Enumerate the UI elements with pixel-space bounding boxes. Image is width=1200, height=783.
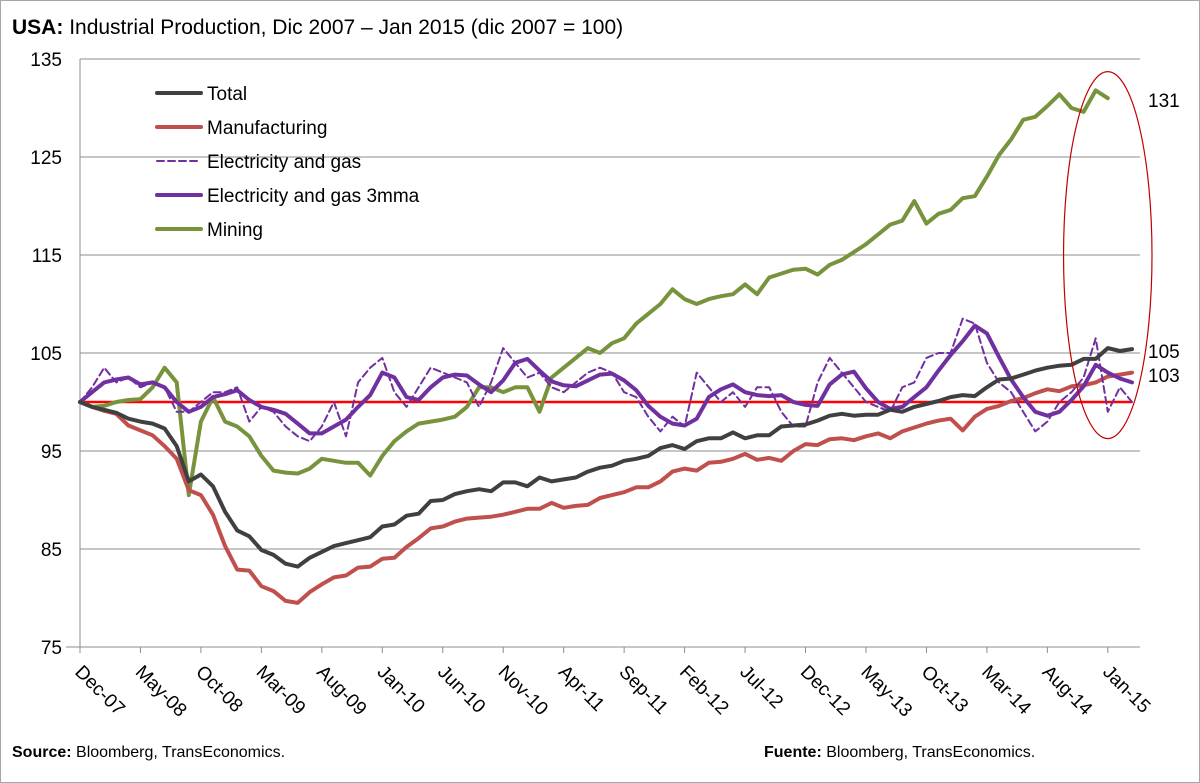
source-note: Source: Bloomberg, TransEconomics. bbox=[12, 744, 285, 762]
highlight-ellipse bbox=[1062, 71, 1153, 440]
x-tick-label-Jun-10: Jun-10 bbox=[433, 662, 489, 718]
series-line-electricity-and-gas-3mma bbox=[78, 323, 1134, 436]
x-tick-label-May-13: May-13 bbox=[856, 662, 916, 722]
legend-label-total: Total bbox=[207, 84, 247, 105]
chart-title-text: Industrial Production, Dic 2007 – Jan 20… bbox=[69, 16, 624, 39]
end-label-mining: 131 bbox=[1148, 91, 1180, 112]
x-tick-label-Jan-10: Jan-10 bbox=[373, 662, 429, 718]
chart-title-country: USA: bbox=[12, 16, 64, 39]
y-tick-label-125: 125 bbox=[30, 148, 62, 169]
x-tick-label-Jan-15: Jan-15 bbox=[1098, 662, 1154, 718]
x-tick-label-Sep-11: Sep-11 bbox=[615, 662, 672, 719]
source-text: Bloomberg, TransEconomics. bbox=[76, 744, 286, 761]
x-tick-label-Jul-12: Jul-12 bbox=[736, 662, 787, 713]
fuente-text: Bloomberg, TransEconomics. bbox=[826, 744, 1036, 761]
series-line-electricity-and-gas bbox=[79, 317, 1133, 443]
legend-label-electricity-and-gas: Electricity and gas bbox=[207, 152, 361, 173]
x-tick-label-May-08: May-08 bbox=[131, 662, 191, 722]
chart-title: USA: Industrial Production, Dic 2007 – J… bbox=[12, 16, 623, 40]
series-line-mining bbox=[78, 88, 1110, 498]
end-label-manufacturing: 103 bbox=[1148, 366, 1180, 387]
y-tick-label-105: 105 bbox=[30, 344, 62, 365]
x-tick-label-Oct-13: Oct-13 bbox=[917, 662, 972, 717]
legend-label-manufacturing: Manufacturing bbox=[207, 118, 327, 139]
legend-label-electricity-and-gas-3mma: Electricity and gas 3mma bbox=[207, 186, 420, 207]
series-line-manufacturing bbox=[78, 370, 1134, 605]
x-tick-label-Mar-14: Mar-14 bbox=[977, 662, 1035, 720]
x-tick-label-Aug-14: Aug-14 bbox=[1038, 662, 1096, 720]
end-label-total: 105 bbox=[1148, 342, 1180, 363]
x-tick-label-Feb-12: Feb-12 bbox=[675, 662, 732, 719]
x-tick-label-Dec-12: Dec-12 bbox=[796, 662, 854, 720]
source-label: Source: bbox=[12, 744, 72, 761]
y-tick-label-75: 75 bbox=[41, 638, 62, 659]
x-tick-label-Oct-08: Oct-08 bbox=[191, 662, 246, 717]
series-line-total bbox=[78, 346, 1134, 569]
y-tick-label-135: 135 bbox=[30, 50, 62, 71]
x-tick-label-Mar-09: Mar-09 bbox=[252, 662, 309, 719]
y-tick-label-115: 115 bbox=[32, 246, 62, 267]
x-tick-label-Nov-10: Nov-10 bbox=[494, 662, 552, 720]
fuente-label: Fuente: bbox=[764, 744, 822, 761]
legend-label-mining: Mining bbox=[207, 220, 263, 241]
fuente-note: Fuente: Bloomberg, TransEconomics. bbox=[764, 744, 1035, 762]
y-tick-label-95: 95 bbox=[41, 442, 62, 463]
y-tick-label-85: 85 bbox=[41, 540, 62, 561]
x-tick-label-Aug-09: Aug-09 bbox=[312, 662, 370, 720]
x-tick-label-Apr-11: Apr-11 bbox=[554, 662, 608, 716]
x-tick-label-Dec-07: Dec-07 bbox=[70, 662, 128, 720]
